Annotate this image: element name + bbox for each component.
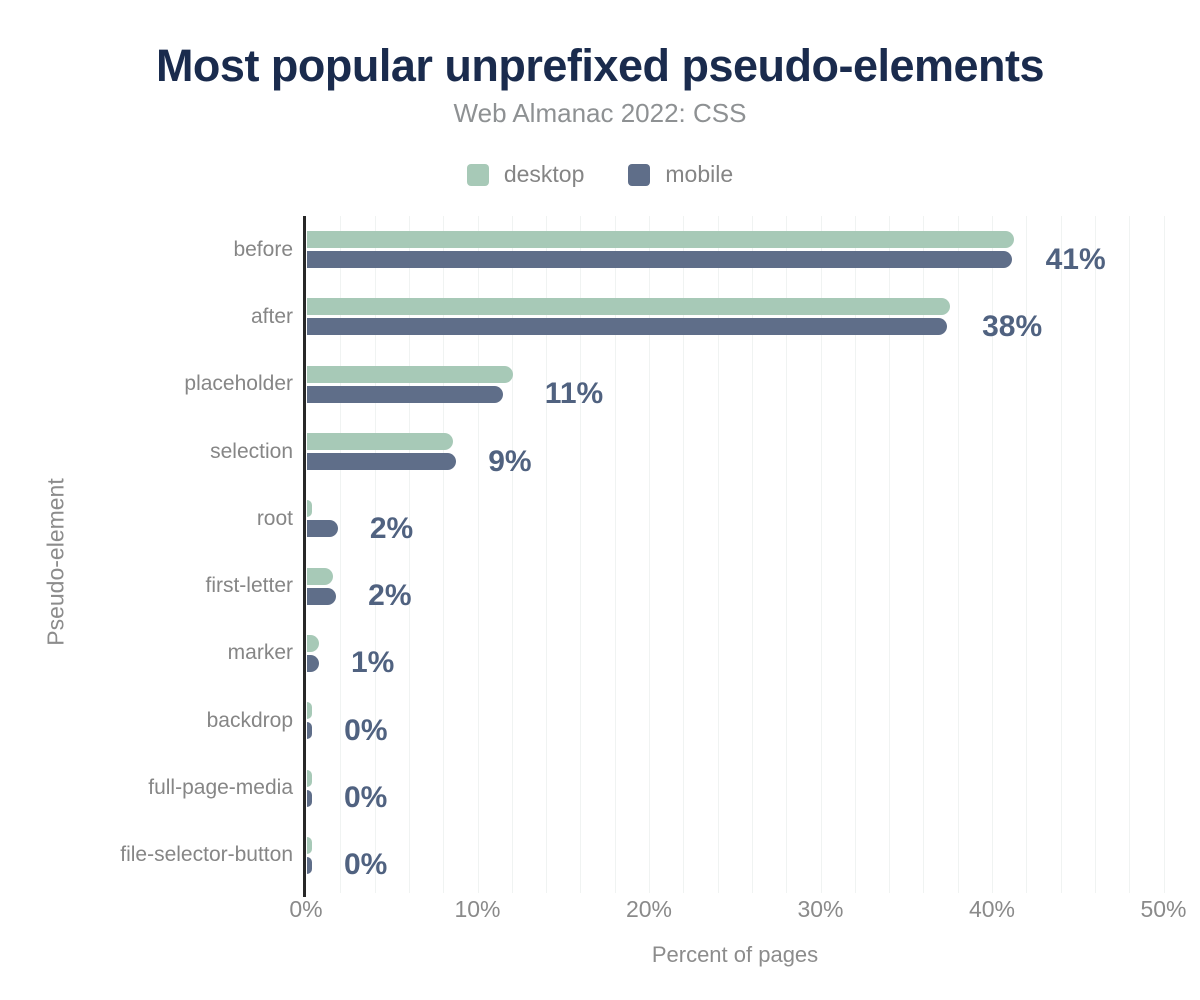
value-label-full-page-media: 0% — [344, 781, 388, 815]
gridline — [1060, 216, 1062, 893]
category-label-root: root — [256, 506, 293, 530]
value-label-backdrop: 0% — [344, 713, 388, 747]
y-axis-title: Pseudo-element — [42, 478, 69, 646]
legend: desktop mobile — [0, 161, 1200, 188]
bar-desktop-placeholder[interactable] — [307, 365, 513, 383]
gridline — [477, 216, 479, 893]
legend-item-mobile: mobile — [628, 161, 733, 188]
legend-label-desktop: desktop — [503, 161, 585, 187]
value-label-before: 41% — [1045, 242, 1106, 276]
x-axis-title: Percent of pages — [651, 942, 819, 967]
chart-title: Most popular unprefixed pseudo-elements — [155, 40, 1045, 91]
category-label-full-page-media: full-page-media — [148, 776, 293, 800]
category-label-selection: selection — [210, 439, 293, 463]
category-label-after: after — [250, 304, 293, 328]
category-label-placeholder: placeholder — [184, 372, 293, 396]
x-tick-label-20: 20% — [625, 896, 673, 922]
bar-desktop-file-selector-button[interactable] — [307, 836, 312, 854]
gridline — [649, 216, 650, 893]
gridline — [1129, 216, 1131, 893]
gridline — [1163, 216, 1165, 893]
value-label-selection: 9% — [488, 444, 532, 478]
legend-item-desktop: desktop — [466, 161, 585, 188]
bar-desktop-backdrop[interactable] — [307, 702, 313, 720]
gridline — [889, 216, 891, 893]
gridline — [1026, 216, 1028, 893]
bar-desktop-before[interactable] — [307, 231, 1014, 249]
gridline — [957, 216, 959, 893]
x-tick-label-10: 10% — [454, 896, 501, 922]
value-label-placeholder: 11% — [544, 377, 604, 411]
bar-mobile-before[interactable] — [307, 251, 1012, 269]
legend-label-mobile: mobile — [665, 161, 734, 187]
y-axis-line — [303, 216, 306, 897]
gridline — [340, 216, 342, 893]
category-label-backdrop: backdrop — [206, 708, 293, 732]
bar-mobile-root[interactable] — [307, 520, 338, 538]
value-label-after: 38% — [982, 309, 1043, 343]
gridline — [854, 216, 856, 893]
gridline — [374, 216, 376, 893]
value-label-marker: 1% — [351, 646, 395, 680]
bar-mobile-placeholder[interactable] — [307, 385, 503, 403]
x-tick-label-30: 30% — [797, 896, 844, 922]
gridline — [580, 216, 582, 893]
bar-desktop-full-page-media[interactable] — [307, 769, 312, 787]
gridline — [443, 216, 445, 893]
category-label-file-selector-button: file-selector-button — [120, 843, 293, 867]
gridline — [1094, 216, 1096, 893]
value-label-first-letter: 2% — [368, 579, 412, 613]
bar-desktop-first-letter[interactable] — [307, 567, 333, 585]
bar-desktop-root[interactable] — [307, 500, 313, 518]
gridline — [820, 216, 822, 893]
gridline — [923, 216, 925, 893]
gridline — [511, 216, 513, 893]
x-tick-label-50: 50% — [1140, 896, 1187, 922]
bar-desktop-marker[interactable] — [307, 634, 319, 652]
desktop-swatch-icon — [466, 163, 489, 186]
bar-mobile-marker[interactable] — [307, 654, 319, 672]
gridline — [683, 216, 685, 893]
category-label-marker: marker — [227, 641, 293, 665]
gridline — [751, 216, 753, 893]
bar-mobile-after[interactable] — [307, 318, 947, 336]
value-label-root: 2% — [369, 511, 414, 545]
x-tick-label-40: 40% — [968, 896, 1016, 922]
bar-mobile-full-page-media[interactable] — [307, 789, 312, 807]
gridline — [614, 216, 616, 893]
bar-mobile-first-letter[interactable] — [307, 587, 337, 605]
mobile-swatch-icon — [628, 163, 651, 186]
chart-subtitle: Web Almanac 2022: CSS — [453, 98, 747, 128]
bar-mobile-file-selector-button[interactable] — [307, 856, 312, 874]
gridline — [408, 216, 410, 893]
category-label-first-letter: first-letter — [205, 574, 293, 598]
x-tick-label-0: 0% — [289, 896, 323, 922]
bar-mobile-selection[interactable] — [307, 453, 457, 471]
gridline — [717, 216, 719, 893]
bar-mobile-backdrop[interactable] — [307, 722, 312, 740]
value-label-file-selector-button: 0% — [344, 848, 388, 882]
bar-desktop-selection[interactable] — [307, 433, 453, 451]
gridline — [546, 216, 548, 893]
bar-desktop-after[interactable] — [307, 298, 951, 316]
gridline — [992, 216, 993, 893]
category-label-before: before — [233, 237, 293, 261]
gridline — [786, 216, 788, 893]
